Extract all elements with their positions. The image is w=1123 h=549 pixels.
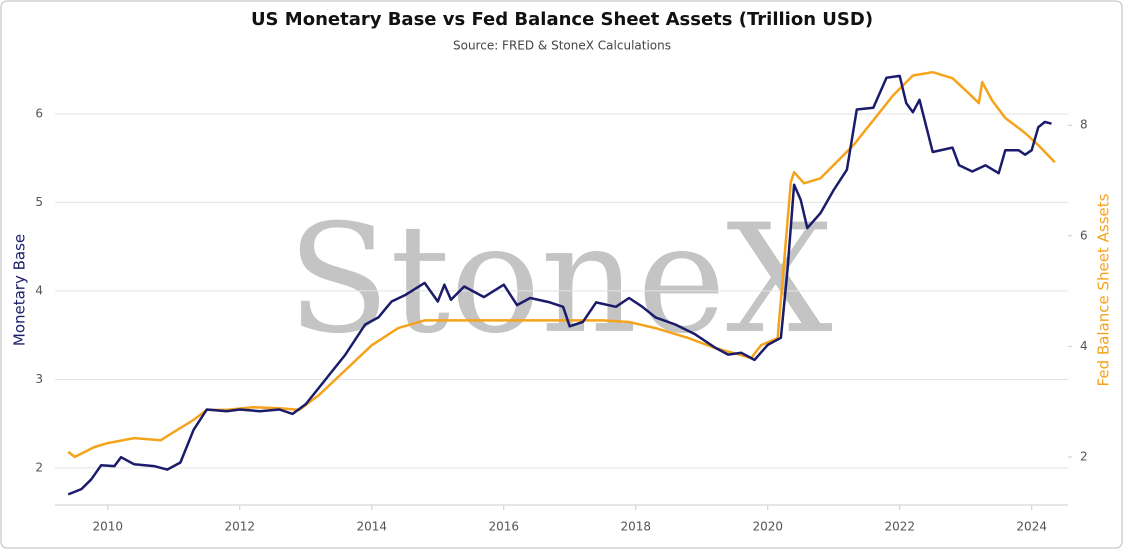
y2-tick-label: 8	[1080, 118, 1088, 132]
y-tick-label: 3	[35, 372, 43, 386]
y-tick-label: 2	[35, 460, 43, 474]
x-tick-label: 2012	[225, 520, 256, 534]
x-tick-label: 2018	[620, 520, 651, 534]
x-tick-label: 2014	[356, 520, 387, 534]
y2-axis-label: Fed Balance Sheet Assets	[1095, 193, 1113, 386]
y-tick-label: 5	[35, 195, 43, 209]
y-tick-label: 6	[35, 106, 43, 120]
y2-tick-label: 4	[1080, 339, 1088, 353]
y2-tick-label: 6	[1080, 228, 1088, 242]
y-tick-label: 4	[35, 283, 43, 297]
x-tick-label: 2010	[93, 520, 124, 534]
chart-title: US Monetary Base vs Fed Balance Sheet As…	[251, 9, 873, 30]
series-line	[67, 74, 1052, 496]
x-tick-label: 2020	[752, 520, 783, 534]
chart-subtitle: Source: FRED & StoneX Calculations	[453, 39, 671, 53]
x-tick-label: 2016	[488, 520, 519, 534]
y2-tick-label: 2	[1080, 449, 1088, 463]
x-tick-label: 2024	[1016, 520, 1047, 534]
x-tick-label: 2022	[884, 520, 915, 534]
y-axis-label: Monetary Base	[11, 234, 29, 346]
watermark: StoneX	[287, 193, 833, 367]
